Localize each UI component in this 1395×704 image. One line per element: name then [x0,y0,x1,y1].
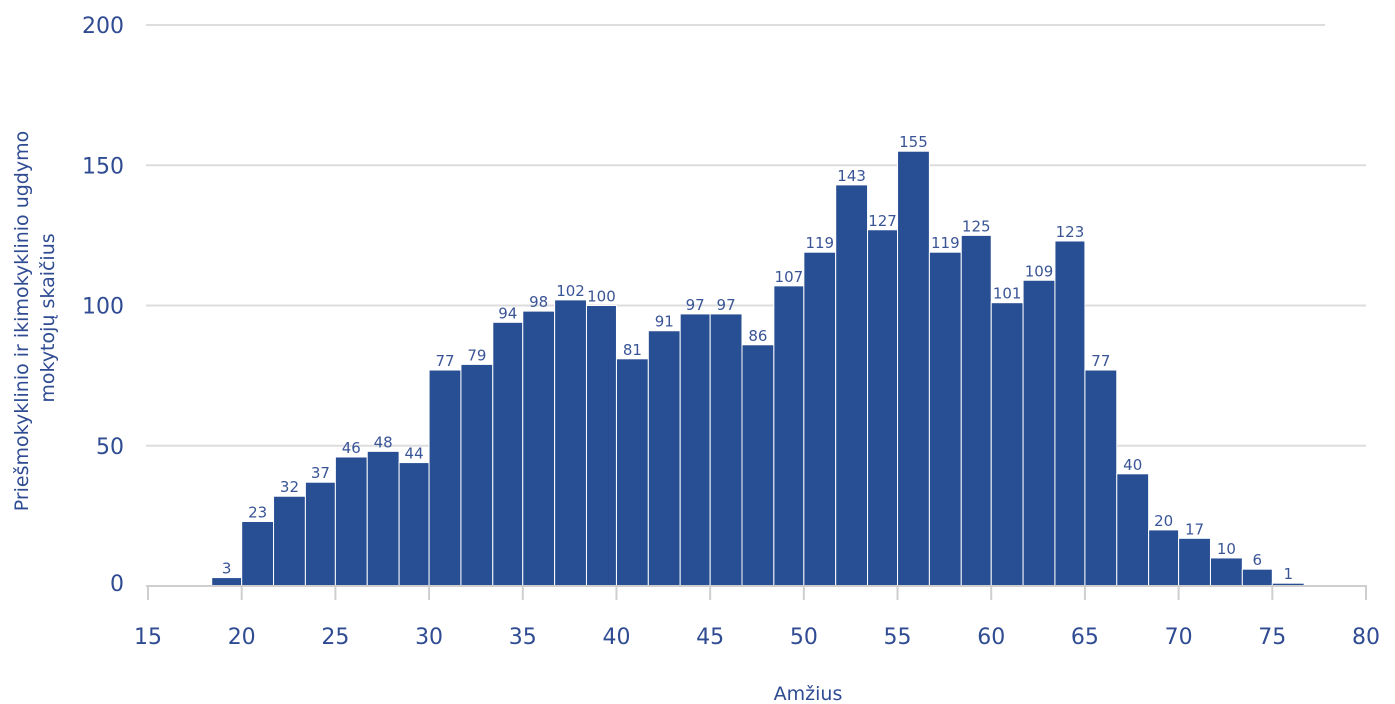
bar-value-label: 119 [931,234,960,252]
bar-value-label: 40 [1123,456,1142,474]
bar [960,234,992,587]
bar [1054,240,1086,587]
bar [273,495,306,587]
bar-value-label: 98 [529,293,548,311]
bar-value-label: 91 [655,313,674,331]
bar [709,313,743,587]
bar [1241,568,1273,587]
bar [1116,473,1150,587]
bar [398,462,430,587]
bar [835,184,869,587]
bar-value-label: 97 [717,296,736,314]
bar [1209,557,1243,587]
bar [990,302,1024,587]
bar [615,358,649,587]
bar-value-label: 46 [342,439,361,457]
bar-value-label: 6 [1253,551,1263,569]
x-tick-label: 75 [1258,625,1286,650]
x-tick-label: 30 [415,625,443,650]
bar-value-label: 1 [1283,565,1293,583]
bar-value-label: 48 [374,433,393,451]
x-tick-label: 40 [602,625,630,650]
bar-value-label: 23 [248,503,267,521]
bar-value-label: 109 [1025,262,1054,280]
bar-value-label: 127 [868,212,897,230]
x-tick-label: 25 [321,625,349,650]
bar-value-label: 77 [435,352,454,370]
bar-value-label: 123 [1056,223,1085,241]
bar-value-label: 94 [498,304,517,322]
x-tick-label: 35 [509,625,537,650]
bar-value-label: 77 [1091,352,1110,370]
bar [241,520,275,587]
bar-value-label: 10 [1217,540,1236,558]
x-tick-label: 50 [790,625,818,650]
bar [304,481,336,587]
bar-value-label: 32 [280,478,299,496]
bar [1022,279,1056,587]
bar [428,369,462,587]
bar [1084,369,1118,587]
bar [803,251,837,587]
bar-value-label: 3 [222,560,232,578]
x-axis-title: Amžius [774,683,843,704]
bar [211,577,243,587]
x-axis: 15 20 25 30 35 40 45 50 55 60 65 70 75 80 [134,585,1380,650]
bar-value-label: 20 [1154,512,1173,530]
bar-value-label: 107 [775,268,804,286]
bar [460,363,494,587]
bar-value-label: 37 [311,464,330,482]
bar [366,450,400,587]
bar-value-label: 81 [623,341,642,359]
y-tick-label: 0 [110,572,124,597]
bar [554,299,587,587]
bar-value-label: 143 [837,167,866,185]
x-tick-label: 55 [884,625,912,650]
bar-value-label: 97 [686,296,705,314]
bar [1178,537,1211,587]
bar [897,150,930,587]
y-axis-title-line-1: Priešmokyklinio ir ikimokyklinio ugdymo [11,131,33,512]
bar [741,344,775,587]
bar-value-label: 86 [748,327,767,345]
x-tick-label: 45 [696,625,724,650]
y-tick-label: 200 [82,14,124,39]
bar [867,229,899,587]
bar-value-label: 79 [467,346,486,364]
bar-value-label: 125 [962,217,991,235]
x-tick-label: 15 [134,625,162,650]
bar [1148,529,1180,587]
y-tick-label: 100 [82,295,124,320]
bar [334,456,368,587]
x-tick-label: 60 [977,625,1005,650]
bar-value-label: 102 [556,282,585,300]
y-axis-title-line-2: mokytojų skaičius [37,233,59,402]
bar [679,313,711,587]
bar-value-label: 100 [587,288,616,306]
y-tick-label: 150 [82,154,124,179]
x-tick-label: 65 [1071,625,1099,650]
bar [928,251,962,587]
bar [522,310,556,587]
bar-value-label: 101 [993,285,1022,303]
y-axis-title: Priešmokyklinio ir ikimokyklinio ugdymo … [11,125,59,512]
y-tick-label: 50 [96,435,124,460]
bar-value-label: 44 [405,445,424,463]
bar-value-label: 119 [805,234,834,252]
bar [585,305,617,587]
bar [647,330,681,587]
x-tick-label: 70 [1165,625,1193,650]
x-tick-label: 80 [1352,625,1380,650]
bar-value-label: 17 [1185,520,1204,538]
bars [211,150,1305,587]
bar-value-label: 155 [899,133,928,151]
x-tick-label: 20 [228,625,256,650]
bar [492,321,524,587]
y-axis-ticks: 0 50 100 150 200 [82,14,124,597]
bar [773,285,805,587]
